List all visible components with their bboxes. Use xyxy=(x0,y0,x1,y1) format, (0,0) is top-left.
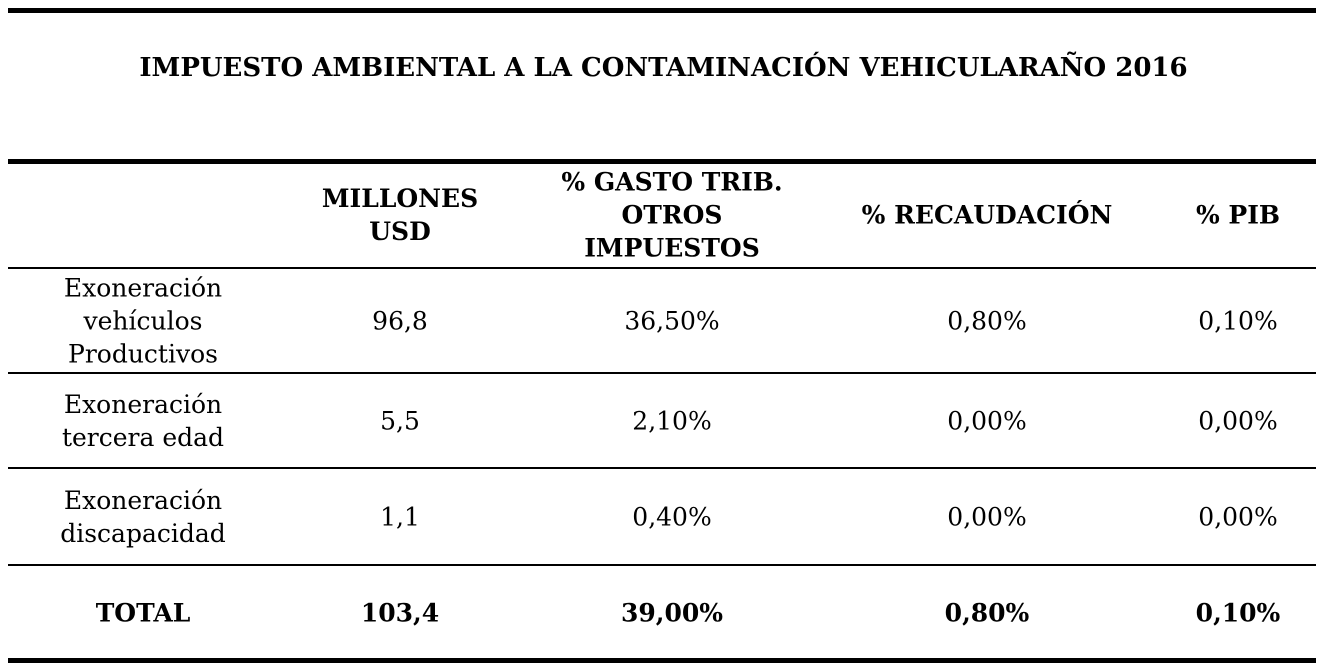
total-cell: 0,80% xyxy=(945,597,1030,630)
text-line: % RECAUDACIÓN xyxy=(861,200,1113,230)
top-rule xyxy=(8,8,1316,13)
table-cell: 96,8 xyxy=(372,305,428,338)
total-cell: 0,10% xyxy=(1196,597,1281,630)
table-cell: 36,50% xyxy=(624,305,719,338)
text-line: % GASTO TRIB. xyxy=(561,167,783,197)
total-cell: 39,00% xyxy=(621,597,723,630)
column-header: % GASTO TRIB. OTROS IMPUESTOS xyxy=(561,166,782,265)
text-line: Exoneración xyxy=(63,273,223,303)
table-cell: Exoneración vehículos Productivos xyxy=(64,272,222,371)
row-rule xyxy=(8,467,1316,469)
text-line: Exoneración xyxy=(63,486,223,515)
bottom-rule xyxy=(8,658,1316,663)
table-cell: Exoneración discapacidad xyxy=(60,484,226,550)
text-line: 0,80% xyxy=(947,306,1027,336)
text-line: Productivos xyxy=(68,339,218,369)
row-rule xyxy=(8,372,1316,374)
title: IMPUESTO AMBIENTAL A LA CONTAMINACIÓN VE… xyxy=(0,51,1327,85)
text-line: 0,00% xyxy=(1198,502,1278,532)
text-line: MILLONES xyxy=(321,184,479,213)
text-line: 0,00% xyxy=(947,502,1027,532)
table-cell: 0,10% xyxy=(1198,305,1277,338)
row-rule xyxy=(8,267,1316,269)
text-line: 5,5 xyxy=(380,406,420,436)
text-line: AÑO 2016 xyxy=(1039,53,1188,83)
total-cell: 103,4 xyxy=(361,597,439,630)
column-header: % RECAUDACIÓN xyxy=(862,199,1113,232)
text-line: 1,1 xyxy=(380,502,420,532)
table-cell: 0,00% xyxy=(947,405,1026,438)
text-line: IMPUESTOS xyxy=(584,233,760,263)
text-line: 0,10% xyxy=(1195,598,1281,628)
table-cell: 0,40% xyxy=(632,501,711,534)
text-line: OTROS xyxy=(621,200,723,230)
text-line: 39,00% xyxy=(620,598,724,628)
text-line: 36,50% xyxy=(624,306,720,336)
header-rule xyxy=(8,159,1316,164)
table-cell: 0,80% xyxy=(947,305,1026,338)
text-line: % PIB xyxy=(1195,200,1281,230)
text-line: 0,80% xyxy=(944,598,1030,628)
table-cell: 0,00% xyxy=(1198,405,1277,438)
text-line: 0,40% xyxy=(632,502,712,532)
text-line: discapacidad xyxy=(60,519,226,548)
table-cell: Exoneración tercera edad xyxy=(62,388,224,454)
table-cell: 5,5 xyxy=(380,405,420,438)
table-cell: 0,00% xyxy=(1198,501,1277,534)
text-line: 2,10% xyxy=(632,406,712,436)
column-header: % PIB xyxy=(1196,199,1280,232)
text-line: 96,8 xyxy=(372,306,428,336)
total-cell: TOTAL xyxy=(96,597,191,630)
text-line: Exoneración xyxy=(63,390,223,419)
table-cell: 1,1 xyxy=(380,501,420,534)
column-header: MILLONES USD xyxy=(322,182,478,248)
text-line: 0,10% xyxy=(1198,306,1278,336)
text-line: tercera edad xyxy=(61,423,225,452)
text-line: TOTAL xyxy=(95,598,191,628)
row-rule xyxy=(8,564,1316,566)
text-line: USD xyxy=(369,217,431,246)
table-cell: 0,00% xyxy=(947,501,1026,534)
text-line: IMPUESTO AMBIENTAL A LA CONTAMINACIÓN VE… xyxy=(139,53,1040,83)
text-line: 0,00% xyxy=(1198,406,1278,436)
text-line: vehículos xyxy=(83,306,203,336)
text-line: 103,4 xyxy=(360,598,440,628)
text-line: 0,00% xyxy=(947,406,1027,436)
table-cell: 2,10% xyxy=(632,405,711,438)
